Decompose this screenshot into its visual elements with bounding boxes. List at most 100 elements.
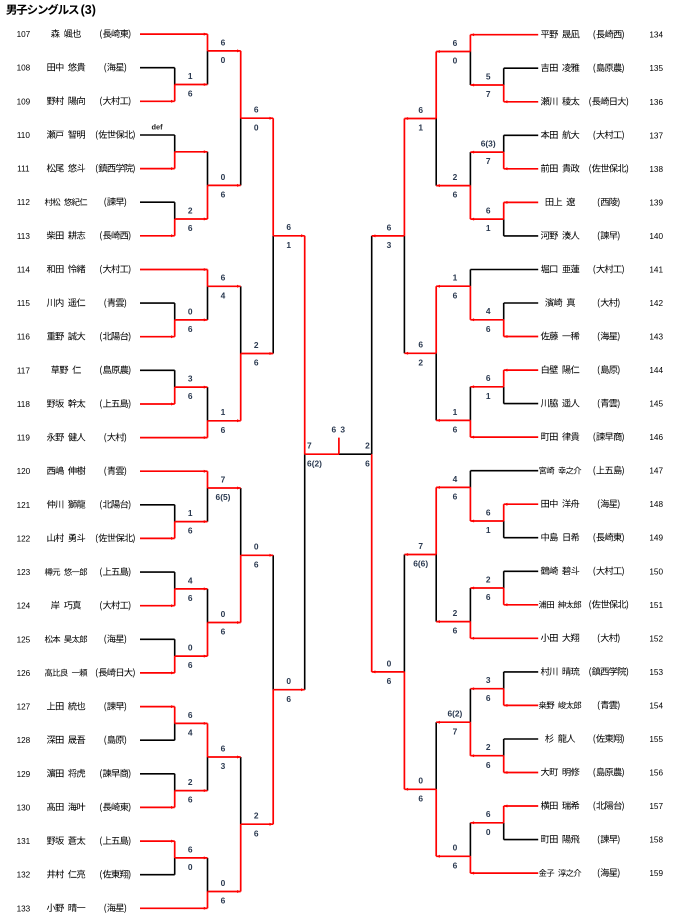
svg-text:2: 2 (418, 357, 423, 367)
svg-text:6: 6 (188, 223, 193, 233)
svg-text:129: 129 (17, 770, 31, 779)
svg-text:130: 130 (17, 803, 31, 812)
svg-text:6(2): 6(2) (307, 458, 322, 468)
svg-text:141: 141 (649, 266, 663, 275)
svg-text:6: 6 (221, 896, 226, 906)
svg-text:139: 139 (649, 198, 663, 207)
svg-text:2: 2 (486, 742, 491, 752)
svg-text:6: 6 (188, 660, 193, 670)
svg-text:4: 4 (486, 306, 491, 316)
svg-text:6: 6 (486, 592, 491, 602)
svg-text:6: 6 (486, 809, 491, 819)
svg-text:1: 1 (221, 407, 226, 417)
svg-text:0: 0 (486, 827, 491, 837)
svg-text:147: 147 (649, 467, 663, 476)
svg-text:6: 6 (188, 710, 193, 720)
svg-text:145: 145 (649, 400, 663, 409)
svg-text:117: 117 (17, 366, 30, 375)
svg-text:6: 6 (486, 507, 491, 517)
svg-text:1: 1 (486, 391, 491, 401)
svg-text:2: 2 (365, 441, 370, 451)
svg-text:1: 1 (286, 240, 291, 250)
svg-text:6(6): 6(6) (413, 559, 428, 569)
svg-text:108: 108 (17, 64, 31, 73)
svg-text:124: 124 (17, 602, 31, 611)
svg-text:6: 6 (254, 105, 259, 115)
svg-text:126: 126 (17, 669, 31, 678)
svg-text:6: 6 (486, 373, 491, 383)
svg-text:6: 6 (418, 340, 423, 350)
svg-text:150: 150 (649, 567, 663, 576)
svg-text:0: 0 (254, 542, 259, 552)
svg-text:2: 2 (254, 811, 259, 821)
svg-text:115: 115 (17, 299, 30, 308)
svg-text:0: 0 (453, 843, 458, 853)
svg-text:142: 142 (649, 299, 663, 308)
svg-text:154: 154 (649, 701, 663, 710)
svg-text:0: 0 (387, 658, 392, 668)
svg-text:143: 143 (649, 333, 663, 342)
svg-text:6: 6 (418, 105, 423, 115)
svg-text:6: 6 (286, 222, 291, 232)
svg-text:6: 6 (365, 458, 370, 468)
svg-text:6: 6 (188, 324, 193, 334)
svg-text:6(2): 6(2) (447, 709, 462, 719)
svg-text:6: 6 (188, 89, 193, 99)
svg-text:6: 6 (453, 425, 458, 435)
svg-text:123: 123 (17, 568, 31, 577)
svg-text:133: 133 (17, 904, 31, 913)
svg-text:111: 111 (17, 165, 30, 174)
svg-text:137: 137 (649, 131, 663, 140)
svg-text:152: 152 (649, 634, 663, 643)
svg-text:116: 116 (17, 333, 30, 342)
svg-text:131: 131 (17, 837, 31, 846)
svg-text:118: 118 (17, 400, 30, 409)
svg-text:6: 6 (453, 38, 458, 48)
svg-text:6: 6 (486, 693, 491, 703)
svg-text:6: 6 (486, 324, 491, 334)
svg-text:2: 2 (254, 340, 259, 350)
svg-text:7: 7 (221, 474, 226, 484)
svg-text:6: 6 (254, 559, 259, 569)
svg-text:148: 148 (649, 500, 663, 509)
svg-text:6: 6 (453, 860, 458, 870)
svg-text:136: 136 (649, 98, 663, 107)
svg-text:2: 2 (188, 205, 193, 215)
svg-text:0: 0 (188, 643, 193, 653)
svg-text:0: 0 (286, 676, 291, 686)
svg-text:119: 119 (17, 434, 30, 443)
svg-text:113: 113 (17, 232, 30, 241)
svg-text:158: 158 (649, 836, 663, 845)
svg-text:5: 5 (486, 71, 491, 81)
svg-text:6: 6 (486, 206, 491, 216)
svg-text:2: 2 (188, 777, 193, 787)
svg-text:4: 4 (453, 474, 458, 484)
svg-text:157: 157 (649, 802, 663, 811)
svg-text:3: 3 (387, 240, 392, 250)
svg-text:1: 1 (188, 508, 193, 518)
svg-text:6: 6 (254, 828, 259, 838)
svg-text:6: 6 (221, 37, 226, 47)
svg-text:120: 120 (17, 467, 31, 476)
svg-text:6: 6 (418, 793, 423, 803)
svg-text:135: 135 (649, 64, 663, 73)
svg-text:146: 146 (649, 433, 663, 442)
svg-text:0: 0 (221, 172, 226, 182)
svg-text:134: 134 (649, 31, 663, 40)
svg-text:6(3): 6(3) (481, 139, 496, 149)
svg-text:0: 0 (453, 56, 458, 66)
svg-text:6(5): 6(5) (216, 492, 231, 502)
svg-text:156: 156 (649, 769, 663, 778)
svg-text:7: 7 (486, 89, 491, 99)
svg-text:0: 0 (221, 609, 226, 619)
svg-text:6: 6 (188, 391, 193, 401)
svg-text:2: 2 (453, 608, 458, 618)
svg-text:6: 6 (254, 358, 259, 368)
svg-text:153: 153 (649, 668, 663, 677)
svg-text:125: 125 (17, 635, 31, 644)
svg-text:2: 2 (486, 574, 491, 584)
svg-text:6: 6 (221, 425, 226, 435)
svg-text:def: def (151, 122, 163, 131)
svg-text:127: 127 (17, 703, 31, 712)
svg-text:122: 122 (17, 534, 31, 543)
